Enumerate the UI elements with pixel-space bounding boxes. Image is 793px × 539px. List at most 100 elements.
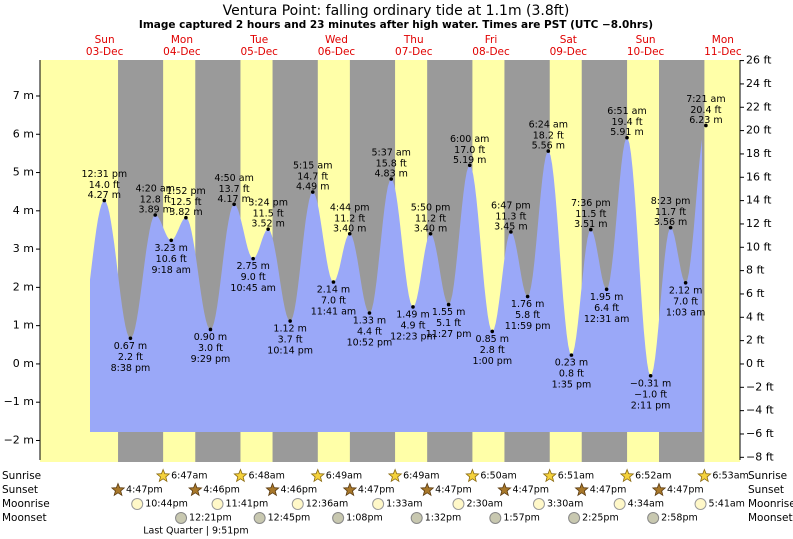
- tide-label: 8:23 pm: [651, 196, 691, 207]
- tide-label: 5.19 m: [453, 155, 486, 166]
- sunrise-time: 6:50am: [480, 471, 516, 482]
- day-date: 08-Dec: [472, 46, 510, 58]
- day-date: 07-Dec: [395, 46, 433, 58]
- tide-label: 9.0 ft: [241, 272, 266, 283]
- tide-point: [704, 123, 708, 128]
- tide-label: 3.51 m: [574, 219, 607, 230]
- y2-tick-label: 26 ft: [746, 54, 772, 67]
- tide-label: 0.85 m: [476, 334, 509, 345]
- sunset-time: 4:47pm: [435, 485, 472, 496]
- y2-tick-label: 2 ft: [746, 334, 765, 347]
- tide-label: 11.5 ft: [253, 209, 284, 220]
- tide-point: [490, 329, 495, 334]
- tide-label: 17.0 ft: [454, 145, 485, 156]
- tide-label: 4:50 am: [214, 173, 253, 184]
- tide-label: −0.31 m: [630, 378, 671, 389]
- tide-label: 12:31 pm: [81, 169, 127, 180]
- tide-point: [389, 177, 394, 181]
- tide-label: 5.56 m: [532, 141, 565, 152]
- y2-tick-label: −4 ft: [746, 404, 774, 417]
- tide-label: 4.17 m: [217, 194, 250, 205]
- moonset-time: 2:58pm: [661, 513, 698, 524]
- moon-icon: [211, 498, 224, 510]
- tide-label: 0.67 m: [114, 341, 147, 352]
- row-label: Moonrise: [2, 498, 50, 510]
- y-tick-label: 7 m: [13, 89, 34, 102]
- moon-icon: [613, 498, 626, 510]
- y2-tick-label: 4 ft: [746, 310, 765, 323]
- sun-icon: [651, 482, 667, 497]
- tide-label: 7.0 ft: [321, 296, 346, 307]
- tide-label: 11:41 am: [311, 307, 356, 318]
- tide-label: 2.8 ft: [480, 345, 505, 356]
- tide-point: [411, 305, 415, 309]
- day-name: Fri: [485, 34, 498, 46]
- y2-tick-label: 8 ft: [746, 264, 765, 277]
- tide-label: 5:37 am: [371, 148, 410, 159]
- tide-label: 11:59 pm: [505, 321, 551, 332]
- tide-point: [153, 213, 158, 217]
- tide-label: 14.0 ft: [89, 180, 120, 191]
- y-tick-label: 6 m: [13, 127, 34, 140]
- sun-icon: [233, 468, 248, 483]
- tide-point: [331, 280, 336, 284]
- tide-label: 1.95 m: [590, 292, 623, 303]
- tide-label: 3.52 m: [251, 219, 284, 230]
- tide-label: 5.1 ft: [436, 318, 461, 329]
- moonrise-time: 4:34am: [628, 499, 664, 510]
- tide-label: 3.0 ft: [198, 343, 223, 354]
- sun-icon: [542, 468, 557, 483]
- tide-label: 11.2 ft: [334, 213, 365, 224]
- moon-icon: [489, 512, 502, 524]
- tide-label: 1:52 pm: [166, 186, 206, 197]
- tide-area: [90, 138, 702, 433]
- sunrise-time: 6:49am: [326, 471, 362, 482]
- y-tick-label: 1 m: [13, 319, 34, 332]
- tide-label: 7.0 ft: [673, 296, 698, 307]
- tide-label: 14.7 ft: [297, 172, 328, 183]
- tide-label: 10.6 ft: [156, 254, 187, 265]
- tide-label: 2.14 m: [317, 285, 350, 296]
- tide-point: [208, 327, 213, 332]
- sun-icon: [342, 482, 358, 497]
- moonset-time: 2:25pm: [582, 513, 619, 524]
- tide-label: 3:24 pm: [248, 198, 288, 209]
- tide-label: 12.8 ft: [140, 195, 171, 206]
- y2-tick-label: 12 ft: [746, 217, 772, 230]
- tide-label: 5.91 m: [610, 127, 643, 138]
- sun-icon: [310, 468, 326, 483]
- tide-label: 5:50 pm: [411, 202, 451, 213]
- tide-point: [428, 231, 433, 236]
- sun-icon: [497, 482, 512, 497]
- tide-label: 12.5 ft: [170, 197, 201, 208]
- tide-label: −1.0 ft: [634, 389, 667, 400]
- tide-point: [251, 256, 255, 261]
- sun-icon: [155, 468, 171, 483]
- moonset-time: 12:21pm: [189, 513, 232, 524]
- y2-tick-label: −2 ft: [746, 380, 774, 393]
- sunrise-time: 6:49am: [403, 471, 439, 482]
- tide-point: [648, 373, 653, 378]
- moonset-time: 1:32pm: [425, 513, 462, 524]
- sun-icon: [387, 468, 403, 483]
- tide-label: 4.4 ft: [357, 327, 382, 338]
- sunset-time: 4:47pm: [358, 485, 395, 496]
- tide-label: 11:27 pm: [426, 329, 472, 340]
- tide-label: 2.75 m: [236, 261, 269, 272]
- moonrise-time: 2:30am: [466, 499, 502, 510]
- tide-label: 13.7 ft: [219, 184, 250, 195]
- tide-label: 1:00 pm: [472, 356, 512, 367]
- chart-title: Ventura Point: falling ordinary tide at …: [223, 3, 570, 19]
- tide-label: 11.3 ft: [495, 211, 526, 222]
- tide-label: 1.33 m: [353, 316, 386, 327]
- y2-tick-label: 16 ft: [746, 170, 772, 183]
- sun-icon: [110, 482, 126, 497]
- y2-tick-label: 14 ft: [746, 194, 772, 207]
- sun-icon: [697, 468, 712, 483]
- day-name: Wed: [325, 34, 348, 46]
- moon-icon: [532, 498, 545, 510]
- tide-label: 6.4 ft: [594, 303, 619, 314]
- sun-icon: [265, 482, 280, 497]
- tide-label: 1:03 am: [666, 307, 705, 318]
